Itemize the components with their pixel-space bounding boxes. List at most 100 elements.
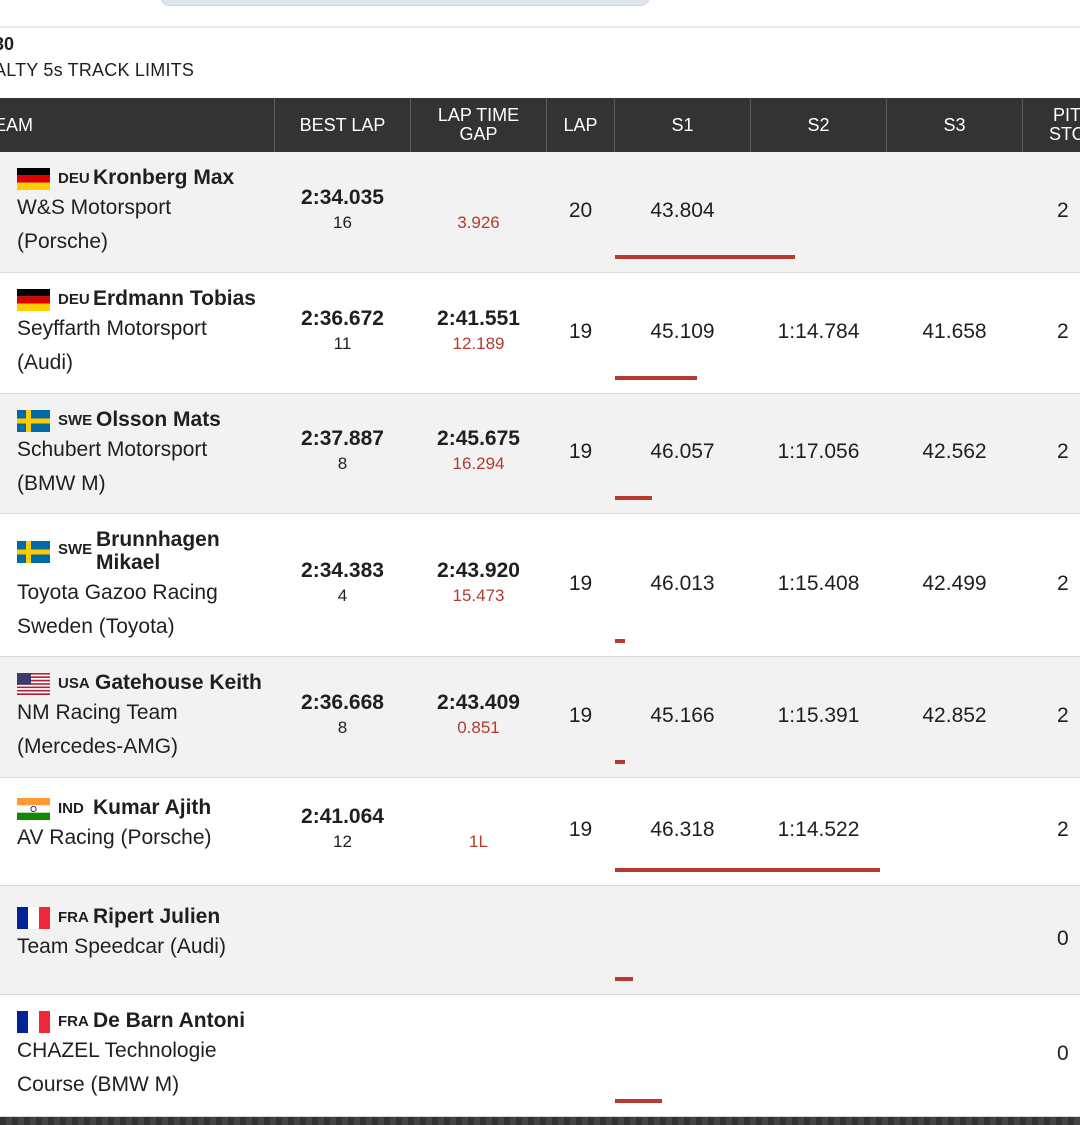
table-row[interactable]: DEU Erdmann Tobias Seyffarth Motorsport (Au… — [0, 273, 1080, 394]
lap-progress-bar — [615, 977, 633, 981]
sector2-time: 1:17.056 — [777, 440, 860, 463]
france-flag-icon — [17, 906, 50, 929]
header-lap[interactable]: LAP — [547, 98, 615, 152]
pit-stop-count: 0 — [1057, 926, 1069, 950]
last-lap-time: 2:43.409 — [437, 690, 520, 714]
best-lap-number: 4 — [337, 585, 348, 605]
header-pit-stop[interactable]: PITSTOP — [1049, 105, 1080, 144]
pit-stop-count: 2 — [1057, 440, 1069, 463]
table-header: EAM BEST LAP LAP TIME GAP LAP S1 S2 S3 PI… — [0, 98, 1080, 152]
best-lap-time: 2:34.383 — [301, 558, 384, 582]
session-code: 30 — [0, 34, 15, 54]
lap-progress-bar — [615, 760, 625, 764]
team-name: W&S Motorsport — [17, 196, 172, 219]
lap-count: 19 — [568, 440, 593, 463]
best-lap-time: 2:37.887 — [301, 427, 384, 450]
lap-count: 19 — [568, 703, 593, 727]
table-row[interactable]: USA Gatehouse Keith NM Racing Team (Mercede… — [0, 657, 1080, 778]
gap-value: 15.473 — [452, 585, 505, 605]
country-code: USA — [58, 675, 90, 692]
sector2-time: 1:14.522 — [777, 818, 860, 841]
driver-name[interactable]: Gatehouse Keith — [95, 671, 262, 694]
team-name: NM Racing Team — [17, 701, 178, 724]
driver-name-line2[interactable]: Mikael — [96, 551, 161, 574]
best-lap-time: 2:36.672 — [301, 306, 384, 330]
team-name-cont: (Audi) — [17, 351, 74, 374]
pit-stop-count: 2 — [1057, 319, 1069, 343]
team-name-cont: (Mercedes-AMG) — [17, 735, 179, 758]
table-row[interactable]: IND Kumar Ajith AV Racing (Porsche) 2:41.06… — [0, 778, 1080, 886]
best-lap-number: 8 — [337, 717, 348, 737]
lap-count: 19 — [568, 818, 593, 841]
pit-stop-count: 2 — [1057, 818, 1069, 841]
best-lap-time: 2:34.035 — [301, 185, 384, 209]
header-team[interactable]: EAM — [0, 98, 275, 152]
row-divider — [0, 272, 1080, 273]
table-row[interactable]: FRA De Barn Antoni CHAZEL Technologie Cours… — [0, 995, 1080, 1117]
sector1-time: 43.804 — [650, 198, 715, 222]
driver-name[interactable]: Kronberg Max — [93, 166, 235, 189]
germany-flag-icon — [17, 289, 50, 311]
team-name: Seyffarth Motorsport — [17, 317, 207, 340]
table-row[interactable]: FRA Ripert Julien Team Speedcar (Audi) 0 — [0, 886, 1080, 995]
country-code: SWE — [58, 541, 93, 558]
team-name: Schubert Motorsport — [17, 438, 208, 461]
header-best-lap[interactable]: BEST LAP — [275, 98, 411, 152]
row-divider — [0, 656, 1080, 657]
pit-stop-count: 2 — [1057, 703, 1069, 727]
bottom-strip — [0, 1117, 1080, 1125]
india-flag-icon — [17, 798, 50, 820]
team-name-cont: (BMW M) — [17, 472, 106, 495]
lap-count: 19 — [568, 571, 593, 595]
lap-count: 19 — [568, 319, 593, 343]
country-code: FRA — [58, 908, 89, 926]
table-row[interactable]: DEU Kronberg Max W&S Motorsport (Porsche) 2:… — [0, 152, 1080, 273]
pit-stop-count: 2 — [1057, 198, 1069, 222]
header-s1[interactable]: S1 — [615, 98, 751, 152]
table-row[interactable]: SWE Olsson Mats Schubert Motorsport (BMW M)… — [0, 394, 1080, 514]
gap-value: 3.926 — [457, 212, 500, 232]
top-bar — [0, 0, 1080, 28]
country-code: DEU — [58, 170, 90, 187]
team-name-cont: Sweden (Toyota) — [17, 615, 175, 638]
driver-name[interactable]: Kumar Ajith — [93, 796, 212, 819]
team-name-cont: (Porsche) — [17, 230, 109, 253]
driver-name[interactable]: Olsson Mats — [96, 408, 221, 431]
pit-stop-count: 2 — [1057, 571, 1069, 595]
row-divider — [0, 1116, 1080, 1117]
team-name: Team Speedcar (Audi) — [17, 934, 226, 958]
driver-name-line1[interactable]: Brunnhagen — [96, 528, 220, 551]
usa-flag-icon — [17, 673, 50, 695]
sector3-time: 41.658 — [922, 319, 987, 343]
row-divider — [0, 994, 1080, 995]
best-lap-number: 8 — [337, 454, 348, 473]
driver-name[interactable]: De Barn Antoni — [93, 1009, 246, 1032]
team-name: AV Racing (Porsche) — [17, 826, 212, 849]
row-divider — [0, 393, 1080, 394]
driver-name[interactable]: Erdmann Tobias — [93, 287, 256, 310]
gap-value: 0.851 — [457, 717, 500, 737]
pit-stop-count: 0 — [1057, 1042, 1069, 1065]
best-lap-number: 11 — [333, 333, 352, 353]
country-code: SWE — [58, 412, 93, 429]
last-lap-time: 2:45.675 — [437, 427, 520, 450]
country-code: FRA — [58, 1013, 89, 1030]
last-lap-time: 2:43.920 — [437, 558, 520, 582]
row-divider — [0, 777, 1080, 778]
row-divider — [0, 885, 1080, 886]
country-code: IND — [58, 800, 84, 817]
top-search-pill[interactable] — [160, 0, 650, 6]
last-lap-time: 2:41.551 — [437, 306, 520, 330]
header-s2[interactable]: S2 — [751, 98, 887, 152]
driver-name[interactable]: Ripert Julien — [93, 904, 221, 928]
sector2-time: 1:15.408 — [777, 571, 860, 595]
sector3-time: 42.499 — [922, 571, 987, 595]
header-lap-time-gap[interactable]: LAP TIME GAP — [411, 98, 547, 152]
team-name: Toyota Gazoo Racing — [17, 581, 218, 604]
best-lap-time: 2:41.064 — [301, 805, 384, 828]
table-row[interactable]: SWE Brunnhagen Mikael Toyota Gazoo Racing Sw… — [0, 514, 1080, 657]
sector1-time: 46.057 — [650, 440, 715, 463]
sector1-time: 45.109 — [650, 319, 715, 343]
header-s3[interactable]: S3 — [887, 98, 1023, 152]
sweden-flag-icon — [17, 410, 50, 432]
